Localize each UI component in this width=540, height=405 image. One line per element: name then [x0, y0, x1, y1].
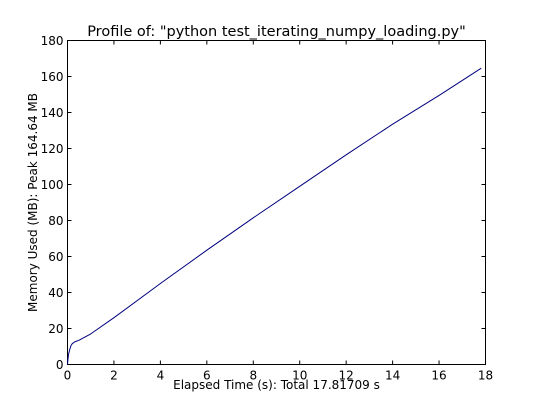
x-axis-label: Elapsed Time (s): Total 17.81709 s — [173, 378, 380, 392]
y-tick-label: 160 — [41, 70, 64, 84]
y-tick-label: 0 — [56, 358, 64, 372]
plot-area: 0 2 4 6 8 10 12 14 16 18 0 20 40 60 80 100 120 140 160 180 — [41, 34, 494, 383]
x-tick-label: 16 — [431, 369, 446, 383]
memory-usage-line — [67, 67, 482, 365]
y-tick-label: 60 — [48, 250, 63, 264]
y-axis: 0 20 40 60 80 100 120 140 160 180 — [41, 34, 486, 372]
y-tick-label: 120 — [41, 142, 64, 156]
x-tick-label: 0 — [64, 369, 72, 383]
x-tick-label: 8 — [249, 369, 257, 383]
y-axis-label: Memory Used (MB): Peak 164.64 MB — [26, 93, 40, 312]
x-tick-label: 6 — [203, 369, 211, 383]
plot-frame — [67, 40, 486, 365]
chart-title: Profile of: "python test_iterating_numpy… — [87, 24, 466, 40]
y-tick-label: 100 — [41, 178, 64, 192]
y-tick-label: 20 — [48, 322, 63, 336]
y-tick-label: 40 — [48, 286, 63, 300]
y-tick-label: 80 — [48, 214, 63, 228]
x-tick-label: 2 — [110, 369, 118, 383]
x-tick-label: 14 — [385, 369, 400, 383]
x-tick-label: 10 — [292, 369, 307, 383]
x-tick-label: 18 — [478, 369, 493, 383]
series-layer — [67, 67, 482, 365]
y-tick-label: 140 — [41, 106, 64, 120]
y-tick-label: 180 — [41, 34, 64, 48]
x-axis: 0 2 4 6 8 10 12 14 16 18 — [64, 40, 493, 383]
x-tick-label: 12 — [339, 369, 354, 383]
x-tick-label: 4 — [157, 369, 165, 383]
